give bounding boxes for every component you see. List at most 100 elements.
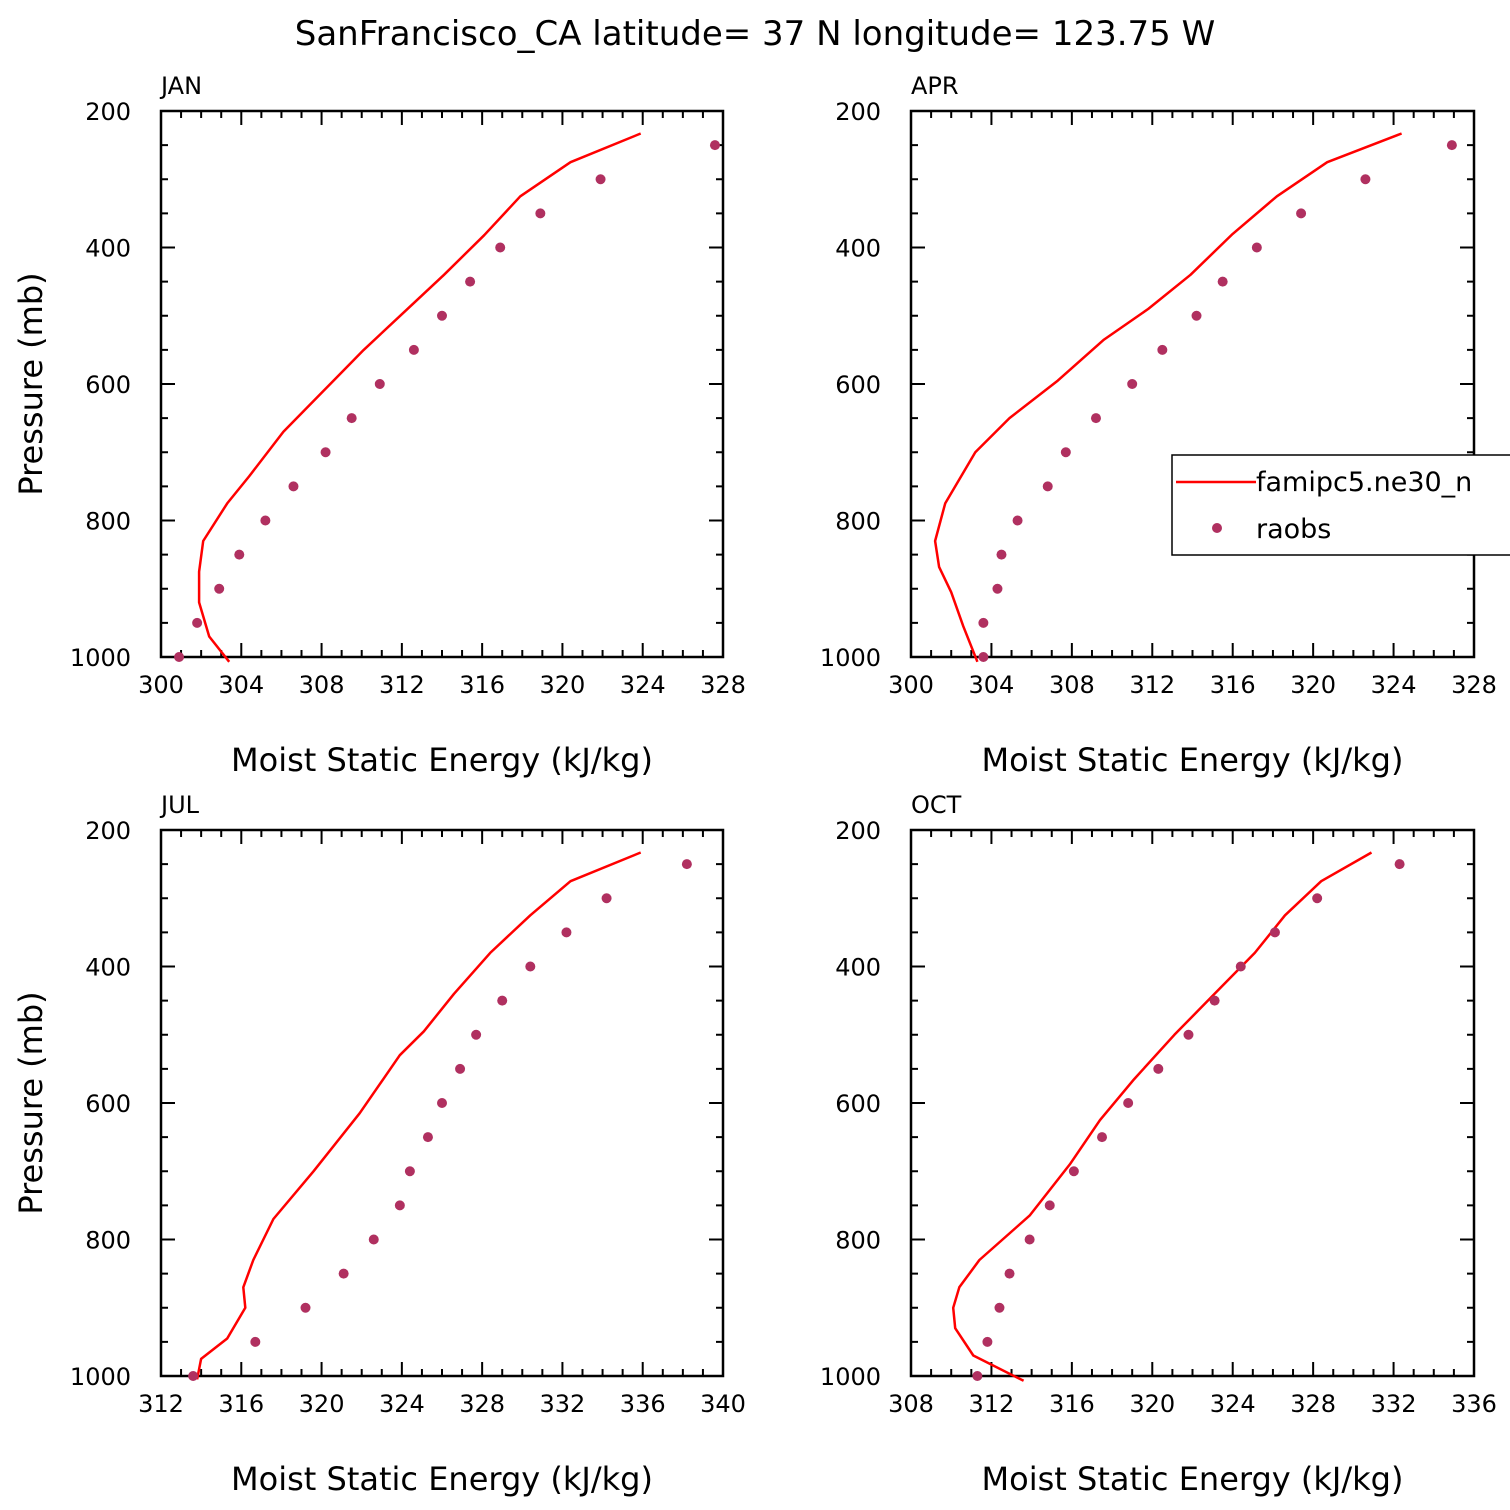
obs-point: [595, 174, 606, 185]
model-series-line: [933, 132, 1403, 663]
x-tick-label: 328: [1451, 671, 1497, 699]
obs-point: [374, 379, 385, 389]
obs-point: [994, 1302, 1005, 1313]
obs-point: [320, 447, 331, 458]
x-tick-label: 312: [138, 1390, 184, 1418]
obs-point: [234, 549, 245, 560]
x-tick-label: 312: [969, 1390, 1015, 1418]
y-tick-label: 200: [85, 98, 131, 126]
obs-point: [1123, 1098, 1134, 1108]
legend-obs-label: raobs: [1256, 514, 1331, 545]
y-tick-label: 1000: [70, 644, 131, 672]
y-tick-label: 600: [835, 1090, 881, 1118]
plot-frame: [159, 109, 725, 659]
obs-point: [471, 1029, 482, 1040]
y-tick-label: 800: [835, 508, 881, 536]
x-tick-label: 324: [1371, 671, 1417, 699]
y-tick-label: 400: [835, 954, 881, 982]
obs-point: [338, 1268, 349, 1279]
panels: JAN 300 304 308 312 316 320 324 328 200 400 600 800 1…: [12, 72, 1497, 1498]
y-tick-label: 800: [85, 1227, 131, 1255]
obs-point: [368, 1234, 379, 1245]
obs-point: [1183, 1029, 1194, 1040]
plot-frame: [909, 109, 1476, 659]
x-tick-label: 324: [1210, 1390, 1256, 1418]
obs-point: [422, 1132, 433, 1143]
y-tick-label: 600: [85, 371, 131, 399]
y-tick-label: 1000: [820, 644, 881, 672]
obs-point: [1251, 242, 1262, 253]
x-tick-label: 320: [1129, 1390, 1175, 1418]
y-axis-label: Pressure (mb): [12, 991, 50, 1214]
obs-point: [978, 617, 989, 628]
x-tick-label: 304: [218, 671, 264, 699]
obs-point: [1157, 344, 1168, 355]
obs-point: [188, 1371, 199, 1381]
obs-point: [992, 583, 1003, 594]
obs-point: [1360, 174, 1371, 185]
x-tick-label: 308: [1049, 671, 1095, 699]
obs-point: [1004, 1268, 1015, 1279]
y-tick-label: 400: [835, 235, 881, 263]
obs-point: [1127, 379, 1138, 389]
obs-point: [497, 995, 508, 1006]
obs-point: [525, 961, 536, 972]
x-tick-label: 336: [1451, 1390, 1497, 1418]
obs-point: [978, 652, 989, 662]
obs-point: [1296, 208, 1307, 219]
x-tick-label: 308: [299, 671, 345, 699]
obs-point: [300, 1302, 311, 1313]
x-tick-label: 316: [1210, 671, 1256, 699]
y-tick-label: 800: [835, 1227, 881, 1255]
x-tick-label: 340: [700, 1390, 746, 1418]
model-series-line: [197, 132, 642, 663]
obs-point: [1446, 140, 1457, 151]
obs-point: [1217, 276, 1228, 287]
obs-point: [1312, 893, 1323, 904]
obs-point: [174, 652, 185, 662]
obs-point: [404, 1166, 415, 1177]
obs-point: [1191, 310, 1202, 321]
obs-point: [1153, 1063, 1164, 1074]
x-tick-label: 320: [1290, 671, 1336, 699]
obs-point: [437, 1098, 447, 1108]
panel-jul: JUL 312 316 320 324 328 332 336 340 200 400 600 800 1…: [12, 791, 746, 1498]
x-tick-label: 328: [700, 671, 746, 699]
x-tick-label: 328: [1290, 1390, 1336, 1418]
y-tick-label: 200: [835, 817, 881, 845]
panel-oct: OCT 308 312 316 320 324 328 332 336 200 400 600 800 1…: [820, 791, 1497, 1498]
obs-point: [1394, 859, 1405, 870]
obs-point: [394, 1200, 405, 1211]
y-tick-label: 600: [835, 371, 881, 399]
obs-point: [1012, 515, 1023, 526]
x-axis-label: Moist Static Energy (kJ/kg): [231, 741, 653, 779]
y-tick-label: 200: [85, 817, 131, 845]
obs-point: [681, 859, 692, 870]
panel-title: JUL: [159, 791, 200, 819]
obs-point: [408, 344, 419, 355]
obs-point: [1269, 927, 1280, 938]
x-tick-label: 332: [540, 1390, 586, 1418]
obs-point: [1060, 447, 1071, 458]
y-tick-label: 400: [85, 235, 131, 263]
obs-point: [996, 549, 1007, 560]
plot-frame: [909, 828, 1476, 1378]
panel-apr: APR 300 304 308 312 316 320 324 328 200 400 600 800 1…: [820, 72, 1497, 779]
x-tick-label: 300: [138, 671, 184, 699]
x-tick-label: 316: [459, 671, 505, 699]
x-tick-label: 320: [299, 1390, 345, 1418]
model-series-line: [195, 851, 642, 1380]
legend: famipc5.ne30_n raobs: [1171, 454, 1510, 556]
y-tick-label: 200: [835, 98, 881, 126]
obs-point: [465, 276, 476, 287]
x-axis-label: Moist Static Energy (kJ/kg): [982, 1460, 1404, 1498]
obs-point: [214, 583, 225, 594]
x-tick-label: 328: [459, 1390, 505, 1418]
panel-title: APR: [911, 72, 959, 100]
figure-title: SanFrancisco_CA latitude= 37 N longitude…: [295, 14, 1216, 54]
x-tick-label: 316: [218, 1390, 264, 1418]
x-tick-label: 312: [1129, 671, 1175, 699]
x-axis-label: Moist Static Energy (kJ/kg): [982, 741, 1404, 779]
panel-title: JAN: [159, 72, 202, 100]
